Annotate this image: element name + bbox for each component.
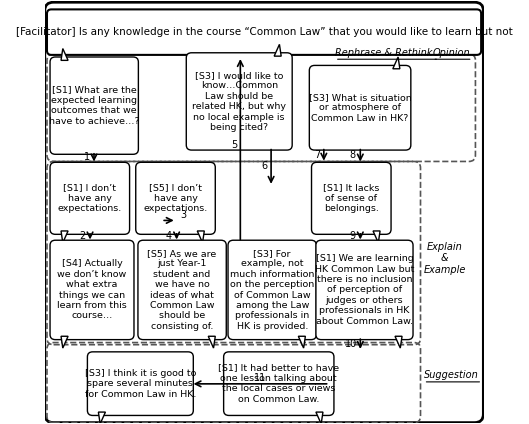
FancyBboxPatch shape (309, 65, 411, 150)
FancyBboxPatch shape (50, 57, 139, 154)
Polygon shape (298, 336, 305, 348)
Text: [S1] It lacks
of sense of
belongings.: [S1] It lacks of sense of belongings. (323, 184, 379, 213)
Text: 9: 9 (349, 232, 355, 241)
Text: [S3] I think it is good to
spare several minutes
for Common Law in HK.: [S3] I think it is good to spare several… (85, 369, 196, 399)
Polygon shape (61, 49, 68, 60)
FancyBboxPatch shape (136, 162, 215, 234)
Text: 4: 4 (166, 232, 172, 241)
FancyBboxPatch shape (45, 2, 484, 423)
Polygon shape (393, 57, 400, 69)
Polygon shape (61, 336, 68, 348)
Polygon shape (316, 412, 323, 424)
Text: [S1] It had better to have
one lesson talking about
the local cases or views
on : [S1] It had better to have one lesson ta… (218, 363, 339, 404)
Text: Rephrase & Rethink: Rephrase & Rethink (335, 48, 432, 58)
Polygon shape (197, 231, 204, 243)
Text: 11: 11 (254, 373, 266, 383)
Polygon shape (208, 336, 215, 348)
Text: [S3] I would like to
know…Common
Law should be
related HK, but why
no local exam: [S3] I would like to know…Common Law sho… (192, 71, 286, 132)
Polygon shape (98, 412, 105, 424)
Text: [S5] I don’t
have any
expectations.: [S5] I don’t have any expectations. (143, 184, 208, 213)
Text: 7: 7 (314, 150, 321, 160)
Text: 1: 1 (84, 152, 89, 162)
Text: [S1] I don’t
have any
expectations.: [S1] I don’t have any expectations. (58, 184, 122, 213)
FancyBboxPatch shape (50, 240, 134, 340)
Text: [Facilitator] Is any knowledge in the course “Common Law” that you would like to: [Facilitator] Is any knowledge in the co… (16, 27, 513, 37)
Text: Suggestion: Suggestion (424, 371, 478, 380)
FancyBboxPatch shape (50, 162, 130, 234)
FancyBboxPatch shape (312, 162, 391, 234)
Text: [S5] As we are
just Year-1
student and
we have no
ideas of what
Common Law
shoul: [S5] As we are just Year-1 student and w… (148, 249, 217, 331)
FancyBboxPatch shape (138, 240, 226, 340)
FancyBboxPatch shape (224, 352, 334, 416)
Text: [S3] For
example, not
much information
on the perception
of Common Law
among the: [S3] For example, not much information o… (230, 249, 314, 331)
FancyBboxPatch shape (186, 53, 292, 150)
Text: 10: 10 (345, 339, 357, 349)
Text: [S3] What is situation
or atmosphere of
Common Law in HK?: [S3] What is situation or atmosphere of … (309, 93, 412, 123)
FancyBboxPatch shape (316, 240, 413, 340)
Text: [S4] Actually
we don’t know
what extra
things we can
learn from this
course…: [S4] Actually we don’t know what extra t… (57, 259, 127, 321)
Text: 5: 5 (232, 139, 238, 150)
Text: Opinion: Opinion (432, 48, 470, 58)
Text: 2: 2 (79, 232, 85, 241)
Text: 3: 3 (180, 210, 186, 220)
Polygon shape (373, 231, 380, 243)
Text: 6: 6 (261, 161, 268, 171)
FancyBboxPatch shape (228, 240, 316, 340)
FancyBboxPatch shape (87, 352, 193, 416)
Polygon shape (274, 45, 281, 56)
Text: Explain
&
Example: Explain & Example (424, 242, 466, 275)
Text: 8: 8 (349, 150, 355, 160)
Polygon shape (395, 336, 402, 348)
FancyBboxPatch shape (47, 9, 481, 55)
Text: [S1] We are learning
HK Common Law but
there is no inclusion
of perception of
ju: [S1] We are learning HK Common Law but t… (315, 254, 414, 326)
Polygon shape (61, 231, 68, 243)
Text: [S1] What are the
expected learning
outcomes that we
have to achieve…?: [S1] What are the expected learning outc… (49, 86, 140, 126)
